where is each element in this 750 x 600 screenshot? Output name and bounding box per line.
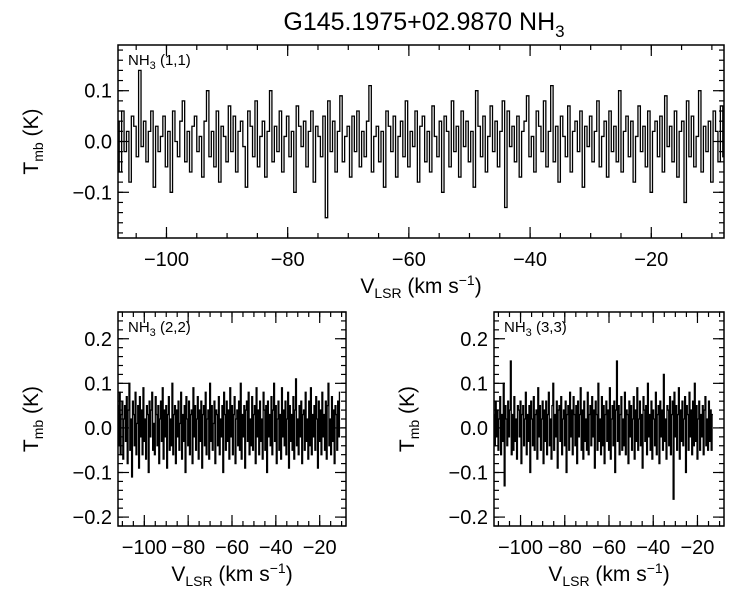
y-tick-label: 0.1 — [460, 373, 488, 395]
x-tick-label: −60 — [215, 537, 249, 559]
x-tick-label: −60 — [592, 537, 626, 559]
y-tick-label: −0.1 — [73, 182, 112, 204]
x-tick-label: −60 — [392, 249, 426, 271]
panel-nh3-22: −100 −80 −60 −40 −20 −0.2 −0.1 0.0 0.1 0.2 NH3 (2,… — [20, 311, 347, 589]
x-axis-label: VLSR (km s−1) — [548, 560, 669, 589]
spectrum-line — [118, 378, 341, 478]
x-tick-label: −80 — [548, 537, 582, 559]
x-tick-label: −100 — [498, 537, 543, 559]
panel-nh3-11: −100 −80 −60 −40 −20 −0.1 0.0 0.1 NH3 (1,1) VLSR … — [20, 44, 725, 301]
y-tick-label: −0.2 — [73, 507, 112, 529]
spectrum-line — [494, 360, 713, 500]
panel-label: NH3 (1,1) — [128, 52, 191, 72]
y-axis-label: Tmb (K) — [396, 386, 422, 452]
y-tick-label: 0.1 — [84, 81, 112, 103]
x-tick-label: −80 — [171, 537, 205, 559]
x-tick-label: −20 — [303, 537, 337, 559]
x-tick-label: −20 — [680, 537, 714, 559]
x-axis-label: VLSR (km s−1) — [171, 560, 292, 589]
y-tick-label: −0.1 — [449, 463, 488, 485]
x-tick-label: −40 — [513, 249, 547, 271]
y-tick-label: 0.0 — [84, 418, 112, 440]
x-tick-label: −20 — [634, 249, 668, 271]
y-tick-label: −0.1 — [73, 463, 112, 485]
y-tick-label: 0.2 — [84, 329, 112, 351]
spectrum-line — [118, 69, 724, 219]
x-tick-label: −40 — [259, 537, 293, 559]
x-axis-label: VLSR (km s−1) — [360, 272, 481, 301]
figure-title: G145.1975+02.9870 NH3 — [283, 8, 564, 41]
y-axis-label: Tmb (K) — [20, 386, 46, 452]
panel-label: NH3 (2,2) — [128, 319, 191, 339]
x-tick-label: −100 — [122, 537, 167, 559]
x-tick-label: −100 — [144, 249, 189, 271]
y-tick-label: −0.2 — [449, 507, 488, 529]
x-tick-label: −40 — [636, 537, 670, 559]
y-tick-label: 0.1 — [84, 373, 112, 395]
panel-label: NH3 (3,3) — [504, 319, 567, 339]
y-tick-label: 0.2 — [460, 329, 488, 351]
y-tick-label: 0.0 — [84, 132, 112, 154]
panel-nh3-33: −100 −80 −60 −40 −20 −0.2 −0.1 0.0 0.1 0.2 NH3 (3,… — [396, 311, 725, 589]
y-axis-label: Tmb (K) — [20, 108, 46, 174]
y-tick-label: 0.0 — [460, 418, 488, 440]
x-tick-label: −80 — [271, 249, 305, 271]
